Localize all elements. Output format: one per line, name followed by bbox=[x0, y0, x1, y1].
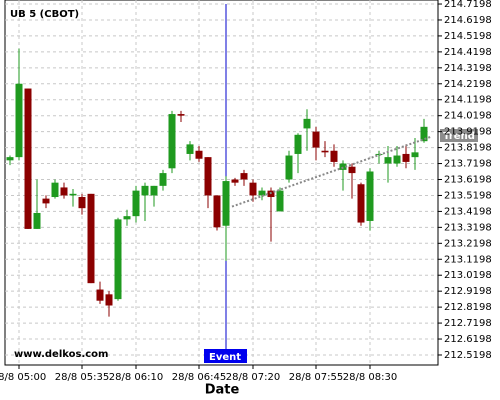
candle-body bbox=[366, 171, 374, 221]
candle-body bbox=[231, 179, 239, 183]
y-tick-label: 212.6198 bbox=[444, 334, 492, 345]
y-tick-label: 212.5198 bbox=[444, 350, 492, 361]
candle-body bbox=[159, 173, 167, 186]
y-tick-label: 214.6198 bbox=[444, 15, 492, 26]
y-tick-label: 213.4198 bbox=[444, 206, 492, 217]
y-tick-label: 213.3198 bbox=[444, 222, 492, 233]
y-tick-label: 214.4198 bbox=[444, 47, 492, 58]
candle-body bbox=[24, 88, 32, 229]
candle-body bbox=[87, 193, 95, 284]
y-tick-label: 214.7198 bbox=[444, 0, 492, 10]
candle-body bbox=[186, 144, 194, 154]
candle-body bbox=[402, 153, 410, 162]
candle-body bbox=[312, 131, 320, 148]
candle-body bbox=[303, 118, 311, 129]
candle-body bbox=[33, 212, 41, 229]
candle-body bbox=[78, 197, 86, 209]
y-tick-label: 214.2198 bbox=[444, 79, 492, 90]
watermark: www.delkos.com bbox=[14, 349, 108, 360]
candle-body bbox=[240, 173, 248, 180]
candle-body bbox=[375, 153, 383, 155]
plot-frame bbox=[4, 0, 439, 366]
candles bbox=[6, 48, 428, 317]
x-tick-label: 28/8 05:00 bbox=[0, 372, 46, 383]
y-tick-label: 214.3198 bbox=[444, 63, 492, 74]
candle-body bbox=[384, 157, 392, 164]
x-tick-label: 28/8 06:45 bbox=[172, 372, 226, 383]
y-tick-label: 214.0198 bbox=[444, 111, 492, 122]
candle-body bbox=[114, 219, 122, 300]
grid bbox=[5, 0, 438, 365]
candle-body bbox=[168, 114, 176, 169]
x-tick-label: 28/8 06:10 bbox=[109, 372, 163, 383]
candle-body bbox=[357, 184, 365, 223]
y-tick-label: 212.7198 bbox=[444, 318, 492, 329]
y-tick-label: 213.2198 bbox=[444, 238, 492, 249]
candle-body bbox=[204, 157, 212, 196]
trend-label-box bbox=[440, 129, 478, 142]
y-tick-label: 214.5198 bbox=[444, 31, 492, 42]
candle-body bbox=[276, 190, 284, 212]
candle-body bbox=[105, 294, 113, 306]
trend-line bbox=[231, 135, 433, 208]
chart-title: UB 5 (CBOT) bbox=[10, 9, 79, 20]
y-tick-label: 213.6198 bbox=[444, 175, 492, 186]
y-tick-label: 212.8198 bbox=[444, 302, 492, 313]
candle-body bbox=[321, 150, 329, 153]
candle-body bbox=[51, 182, 59, 198]
y-tick-label: 214.1198 bbox=[444, 95, 492, 106]
candle-body bbox=[330, 150, 338, 162]
y-tick-label: 213.1198 bbox=[444, 254, 492, 265]
y-tick-label: 213.8198 bbox=[444, 143, 492, 154]
y-tick-label: 213.7198 bbox=[444, 159, 492, 170]
candle-body bbox=[150, 185, 158, 196]
x-tick-label: 28/8 05:35 bbox=[55, 372, 109, 383]
candle-body bbox=[132, 190, 140, 217]
candle-body bbox=[213, 195, 221, 228]
x-axis-title: Date bbox=[205, 383, 240, 398]
y-tick-label: 213.9198 bbox=[444, 127, 492, 138]
candle-body bbox=[222, 181, 230, 226]
candle-body bbox=[285, 155, 293, 180]
x-tick-label: 28/8 08:30 bbox=[343, 372, 397, 383]
candle-body bbox=[177, 114, 185, 116]
candle-body bbox=[348, 166, 356, 174]
y-tick-label: 213.5198 bbox=[444, 190, 492, 201]
candle-body bbox=[258, 190, 266, 196]
candle-body bbox=[195, 150, 203, 159]
candle-body bbox=[249, 182, 257, 196]
x-tick-label: 28/8 07:55 bbox=[289, 372, 343, 383]
candle-body bbox=[69, 193, 77, 196]
candle-body bbox=[294, 134, 302, 154]
candle-body bbox=[96, 289, 104, 301]
candle-body bbox=[6, 157, 14, 161]
candle-body bbox=[411, 152, 419, 158]
candle-body bbox=[420, 126, 428, 142]
candle-body bbox=[393, 155, 401, 164]
trend-label: Trend bbox=[443, 131, 475, 142]
candle-body bbox=[123, 216, 131, 220]
event-label-box bbox=[204, 349, 247, 363]
event-label: Event bbox=[209, 352, 241, 363]
x-tick-label: 28/8 07:20 bbox=[226, 372, 280, 383]
candle-body bbox=[60, 187, 68, 196]
candle-body bbox=[141, 185, 149, 196]
candle-body bbox=[42, 198, 50, 204]
y-tick-label: 212.9198 bbox=[444, 286, 492, 297]
candle-body bbox=[15, 83, 23, 158]
y-tick-label: 213.0198 bbox=[444, 270, 492, 281]
